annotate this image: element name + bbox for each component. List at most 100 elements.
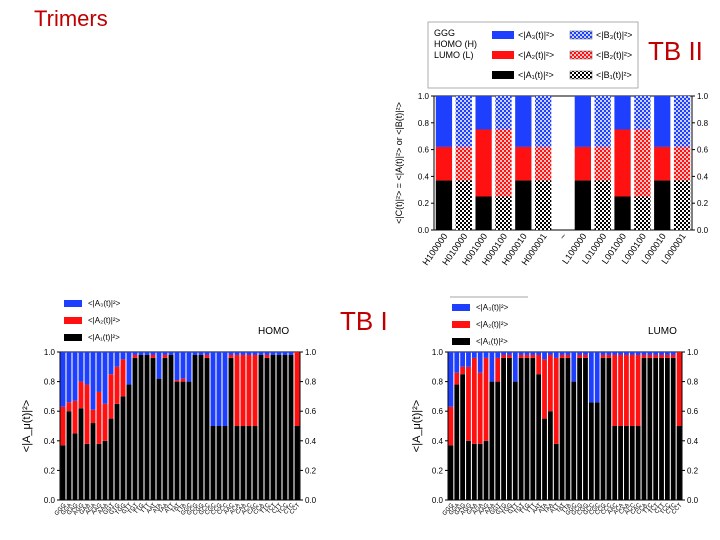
legend-swatch-b <box>569 30 593 40</box>
x-tick-label: ATT <box>549 502 561 514</box>
bar-black-AGA <box>477 443 483 500</box>
bar-red-TAA <box>547 354 553 412</box>
bar-blue-GGG <box>448 352 454 407</box>
legend-swatch <box>452 304 470 311</box>
bar-blue-GGA <box>454 352 460 373</box>
bar-blue-CTC <box>670 352 676 355</box>
bar-red-CTC <box>670 354 676 358</box>
bar-black-ATT <box>168 354 174 500</box>
bar-black-TGT <box>132 357 138 500</box>
bar-red-AGG <box>466 366 471 441</box>
bar-black-CCG <box>600 357 606 500</box>
bar-black-CAC <box>252 426 258 500</box>
bar-black-AGA <box>90 423 96 500</box>
x-tick-label: ATA <box>538 502 550 514</box>
bar-blue-GTG <box>501 352 506 355</box>
bar-black-GGC <box>571 381 577 500</box>
y-axis-label: <|C(t)|²> = <|A(t)|²> or <|B(t)|²> <box>394 102 404 224</box>
bar-black-H000001 <box>535 180 552 230</box>
bar-red-ACC <box>246 354 252 426</box>
bar-blue-CTT <box>276 352 282 355</box>
y-tick-label-right: 0.6 <box>687 407 699 416</box>
chart-lumo: 0.0 0.00.2 0.20.4 0.40.6 0.60.8 0.81.0 1.0GGGG… <box>411 296 699 517</box>
bar-blue-TTT <box>530 352 536 355</box>
bar-blue-L010000 <box>594 96 611 147</box>
bar-blue-CCA <box>641 352 647 355</box>
bar-red-TGT <box>132 354 138 358</box>
bar-red-TCC <box>664 354 670 358</box>
legend-label-b: <|B₁(t)|²> <box>596 70 632 80</box>
legend-swatch-b <box>569 70 593 80</box>
bar-blue-ACA <box>234 352 240 355</box>
bar-black-TGG <box>120 396 126 500</box>
x-tick-label: ATA <box>152 502 164 514</box>
legend-swatch <box>452 321 470 328</box>
bar-black-CCT <box>676 426 682 500</box>
bar-blue-GGT <box>495 352 501 358</box>
y-tick-label: 0.2 <box>44 466 56 475</box>
bar-blue-GTT <box>126 352 132 385</box>
y-tick-label: 0.4 <box>44 437 56 446</box>
y-tick-label: 0.2 <box>418 199 430 208</box>
label-tb2: TB II <box>648 36 703 66</box>
y-tick-label: 1.0 <box>432 348 444 357</box>
bar-blue-TTG <box>138 352 144 355</box>
bar-black-AAG <box>483 440 489 500</box>
bar-black-L100000 <box>574 180 591 230</box>
bar-red-AGG <box>78 381 84 409</box>
bar-red-CCA <box>641 354 647 358</box>
bar-black-ACA <box>618 426 623 500</box>
bar-black-GAA <box>471 443 477 500</box>
bar-red-ATA <box>542 359 547 419</box>
bar-black-TTC <box>264 357 270 500</box>
bar-blue-TTA <box>565 352 571 355</box>
bar-blue-AAT <box>150 352 156 355</box>
y-tick-label: 1.0 <box>418 92 430 101</box>
y-tick-label: 0.8 <box>44 378 56 387</box>
bar-blue-TGT <box>518 352 524 355</box>
bar-black-GTT <box>126 384 132 500</box>
legend-label: <|A₁(t)|²> <box>476 337 508 346</box>
chart-homo: 0.0 0.00.2 0.20.4 0.40.6 0.60.8 0.81.0 1.0GGGG… <box>21 299 317 517</box>
bar-blue-TTT <box>144 352 150 355</box>
bar-red-GAG <box>72 400 78 434</box>
bar-blue-AGG <box>466 352 471 367</box>
bar-blue-GAA <box>471 352 477 358</box>
bar-red-TAT <box>559 354 565 358</box>
bar-red-GCC <box>204 354 210 358</box>
y-tick-label-right: 1.0 <box>697 92 709 101</box>
bar-red-TTA <box>565 354 571 358</box>
x-tick-label: TTA <box>176 502 188 514</box>
bar-blue-TAT <box>174 352 180 381</box>
bar-blue-GGC <box>571 352 577 382</box>
bar-black-TTG <box>524 357 530 500</box>
bar-red-CGG <box>583 354 588 358</box>
bar-blue-L001000 <box>614 96 631 130</box>
y-tick-label-right: 0.0 <box>687 496 699 505</box>
bar-blue-GAG <box>460 352 466 367</box>
bar-black-AGG <box>466 440 471 500</box>
bar-red-CAC <box>635 354 641 426</box>
legend-header-line: GGG <box>434 28 455 38</box>
bar-black-TAT <box>174 381 180 500</box>
y-tick-label: 0.0 <box>44 496 56 505</box>
y-tick-label: 0.6 <box>432 407 444 416</box>
bar-red-TGG <box>120 359 126 397</box>
bar-black-GAG <box>72 433 78 500</box>
plot-frame <box>59 351 301 501</box>
bar-blue-CCG <box>600 352 606 355</box>
bar-black-TAA <box>162 357 168 500</box>
bar-blue-AGG <box>78 352 84 382</box>
bar-black-CTC <box>670 357 676 500</box>
bar-blue-CTC <box>288 352 294 355</box>
bar-red-L001000 <box>614 129 631 197</box>
label-tb1: TB I <box>340 306 388 336</box>
bar-black-TTT <box>144 354 150 500</box>
bar-blue-TTA <box>180 352 186 379</box>
bar-blue-H000100 <box>495 96 512 130</box>
bar-red-H001000 <box>475 129 492 197</box>
bar-blue-L000001 <box>673 96 691 147</box>
bar-red-AAC <box>612 354 618 426</box>
x-tick-label: ~ <box>557 231 568 241</box>
bar-blue-GCG <box>577 352 583 355</box>
